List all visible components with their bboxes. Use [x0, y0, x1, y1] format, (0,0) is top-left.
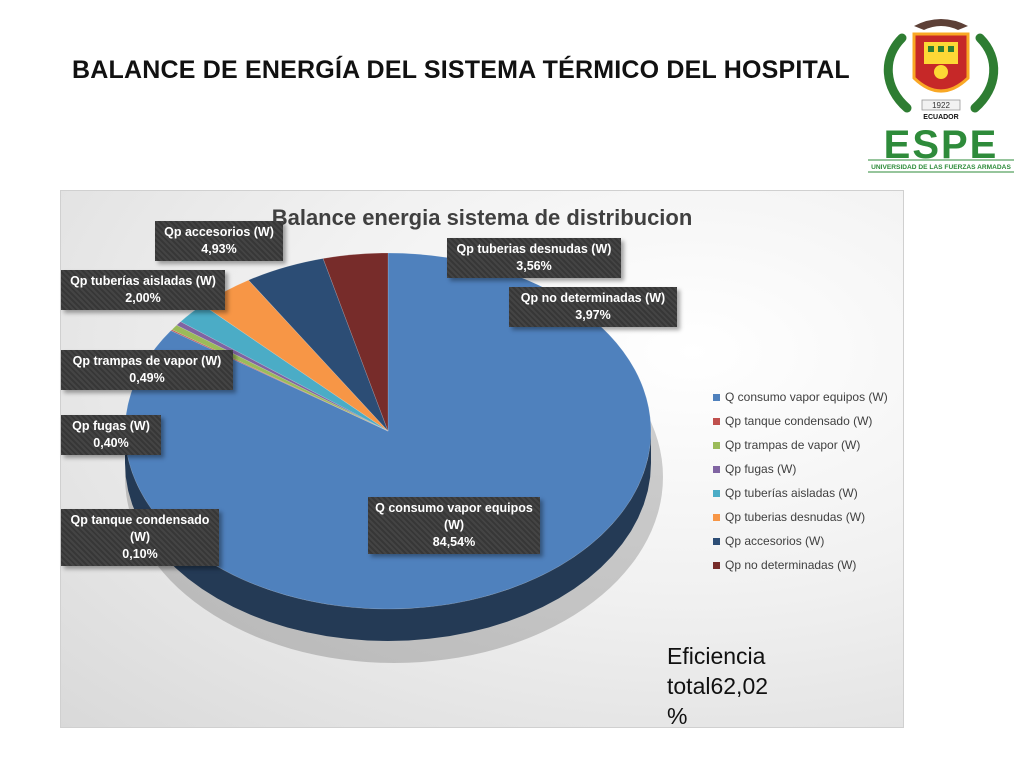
legend-item: Qp fugas (W)	[713, 457, 903, 481]
data-label-name: Qp tuberías aisladas (W)	[70, 274, 216, 288]
crest-icon: 1922 ECUADOR	[883, 19, 999, 121]
data-label-value: 3,97%	[575, 308, 611, 322]
legend-label: Qp tanque condensado (W)	[725, 414, 873, 428]
chart-legend: Q consumo vapor equipos (W) Qp tanque con…	[713, 385, 903, 577]
data-label-value: 2,00%	[125, 291, 161, 305]
pie-side-0	[125, 431, 651, 641]
data-label-6: Qp accesorios (W) 4,93%	[155, 221, 283, 261]
data-label-name: Qp tuberias desnudas (W)	[456, 242, 612, 256]
espe-logo: 1922 ECUADOR ESPE UNIVERSIDAD DE LAS FUE…	[862, 8, 1020, 178]
legend-label: Qp accesorios (W)	[725, 534, 825, 548]
data-label-value: 0,10%	[122, 547, 158, 561]
legend-item: Qp no determinadas (W)	[713, 553, 903, 577]
data-label-value: 4,93%	[201, 242, 237, 256]
data-label-5: Qp tuberias desnudas (W) 3,56%	[447, 238, 621, 278]
data-label-0: Q consumo vapor equipos (W) 84,54%	[368, 497, 540, 554]
legend-item: Qp tuberias desnudas (W)	[713, 505, 903, 529]
logo-country: ECUADOR	[923, 114, 958, 121]
legend-swatch	[713, 489, 720, 497]
pie-slice-7	[322, 252, 389, 432]
data-label-value: 0,40%	[93, 436, 129, 450]
pie-slice-6	[247, 258, 389, 432]
logo-year: 1922	[932, 101, 950, 110]
data-label-value: 84,54%	[432, 535, 476, 549]
chart-title: Balance energia sistema de distribucion	[271, 205, 693, 230]
legend-swatch	[713, 561, 720, 569]
legend-label: Qp fugas (W)	[725, 462, 797, 476]
data-label-7: Qp no determinadas (W) 3,97%	[509, 287, 677, 327]
efficiency-note: Eficiencia total62,02 %	[667, 643, 769, 729]
legend-swatch	[713, 417, 720, 425]
legend-label: Qp no determinadas (W)	[725, 558, 857, 572]
data-label-value: 3,56%	[516, 259, 552, 273]
slide-title: BALANCE DE ENERGÍA DEL SISTEMA TÉRMICO D…	[72, 56, 850, 84]
legend-label: Qp trampas de vapor (W)	[725, 438, 861, 452]
legend-item: Qp tuberías aisladas (W)	[713, 481, 903, 505]
data-label-name: Qp trampas de vapor (W)	[72, 354, 222, 368]
data-label-2: Qp trampas de vapor (W) 0,49%	[61, 350, 233, 390]
data-label-value: 0,49%	[129, 371, 165, 385]
legend-item: Qp accesorios (W)	[713, 529, 903, 553]
legend-swatch	[713, 513, 720, 521]
legend-swatch	[713, 393, 720, 401]
pie-slice-3	[176, 321, 389, 432]
data-label-name: Qp no determinadas (W)	[520, 291, 666, 305]
legend-swatch	[713, 465, 720, 473]
data-label-name: Qp fugas (W)	[72, 419, 150, 433]
chart-area: Balance energia sistema de distribucion …	[60, 190, 904, 729]
data-label-1: Qp tanque condensado (W) 0,10%	[61, 509, 219, 566]
legend-item: Qp trampas de vapor (W)	[713, 433, 903, 457]
legend-item: Q consumo vapor equipos (W)	[713, 385, 903, 409]
legend-swatch	[713, 537, 720, 545]
legend-label: Qp tuberias desnudas (W)	[725, 510, 866, 524]
data-label-4: Qp tuberías aisladas (W) 2,00%	[61, 270, 225, 310]
data-label-name: Qp tanque condensado (W)	[70, 513, 210, 544]
legend-label: Q consumo vapor equipos (W)	[725, 390, 888, 404]
legend-swatch	[713, 441, 720, 449]
data-label-name: Qp accesorios (W)	[164, 225, 274, 239]
legend-label: Qp tuberías aisladas (W)	[725, 486, 858, 500]
legend-item: Qp tanque condensado (W)	[713, 409, 903, 433]
data-label-3: Qp fugas (W) 0,40%	[61, 415, 161, 455]
logo-subtitle: UNIVERSIDAD DE LAS FUERZAS ARMADAS	[871, 164, 1011, 171]
data-label-name: Q consumo vapor equipos (W)	[375, 501, 533, 532]
